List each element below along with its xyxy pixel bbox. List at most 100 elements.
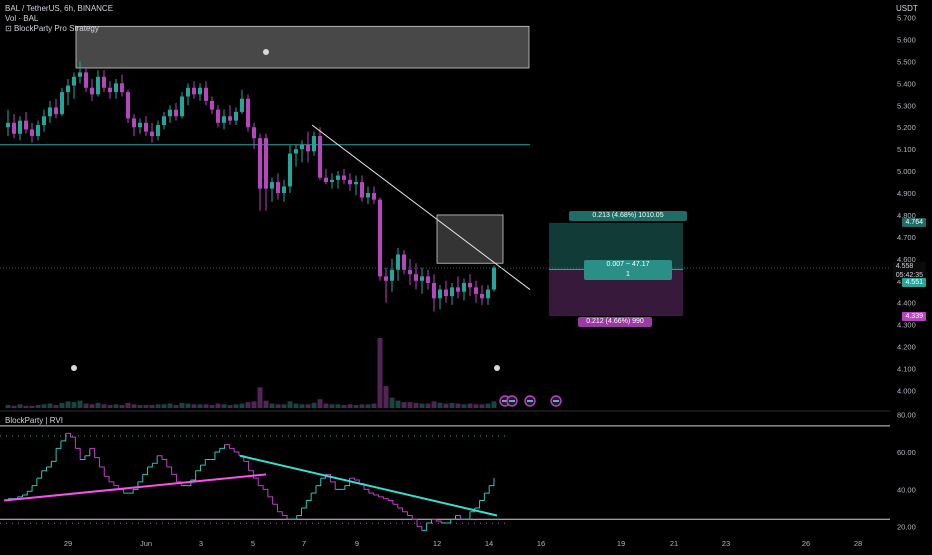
volume-bar <box>305 404 311 408</box>
candle-body <box>60 92 64 115</box>
time-tick-label: 12 <box>433 539 441 548</box>
rvi-segment <box>234 451 240 456</box>
candle-body <box>192 87 196 95</box>
rvi-segment <box>171 473 177 482</box>
candle-body <box>240 98 244 112</box>
symbol-legend[interactable]: BAL / TetherUS, 6h, BINANCE <box>5 4 114 13</box>
rvi-segment <box>340 485 346 490</box>
skull-marker-icon <box>263 49 269 55</box>
price-tick-label: 5.500 <box>897 57 916 66</box>
price-tick-label: 5.000 <box>897 167 916 176</box>
candle-body <box>294 149 298 154</box>
strategy-legend-label: BlockParty Pro Strategy <box>13 24 99 33</box>
volume-bar <box>77 400 83 408</box>
rvi-segment <box>36 470 43 479</box>
rvi-segment <box>311 485 317 494</box>
candle-body <box>54 107 58 115</box>
skull-marker-icon <box>71 365 77 371</box>
rvi-segment <box>60 433 67 442</box>
volume-bar <box>143 405 149 408</box>
rvi-segment <box>267 496 274 505</box>
rvi-segment <box>70 436 76 449</box>
candle-body <box>288 153 292 187</box>
candle-body <box>414 274 418 281</box>
candle-body <box>468 282 472 288</box>
time-tick-label: 19 <box>617 539 625 548</box>
volume-bar <box>257 387 263 408</box>
rvi-segment <box>51 448 57 462</box>
rvi-segment <box>128 489 134 494</box>
volume-bar <box>11 405 17 408</box>
price-tick-label: 4.000 <box>897 386 916 395</box>
rvi-legend[interactable]: BlockParty | RVI <box>5 416 63 425</box>
volume-bar <box>461 404 467 408</box>
rvi-segment <box>133 481 139 490</box>
price-tick-label: 4.900 <box>897 189 916 198</box>
candle-body <box>480 293 484 299</box>
volume-bar <box>167 403 173 408</box>
candle-body <box>312 136 316 152</box>
volume-bar <box>221 404 227 408</box>
candle-body <box>252 127 256 139</box>
volume-bar <box>353 405 359 408</box>
candle-body <box>390 269 394 281</box>
price-tick-label: 5.100 <box>897 145 916 154</box>
candle-body <box>18 120 22 134</box>
candle-body <box>474 287 478 294</box>
volume-bar <box>299 404 305 408</box>
price-tick-label: 5.600 <box>897 35 916 44</box>
rvi-segment <box>364 488 370 494</box>
rvi-segment <box>17 494 23 498</box>
target-price-tag: 4.764 <box>902 217 926 227</box>
markers-layer <box>71 49 562 407</box>
price-tick-label: 4.600 <box>897 255 916 264</box>
rvi-segment <box>56 440 62 449</box>
candle-body <box>114 83 118 93</box>
volume-bar <box>323 403 329 408</box>
rvi-segment <box>137 474 144 483</box>
time-tick-label: 26 <box>802 539 810 548</box>
candle-body <box>156 125 160 136</box>
time-tick-label: Jun <box>140 539 152 548</box>
candle-body <box>276 182 280 194</box>
candle-body <box>396 254 400 270</box>
candle-body <box>162 116 166 126</box>
volume-legend[interactable]: Vol · BAL <box>5 14 39 23</box>
rvi-segment <box>383 498 389 501</box>
candle-body <box>426 276 430 283</box>
candle-body <box>300 144 304 150</box>
volume-bar <box>209 405 215 408</box>
strategy-legend[interactable]: ⊡ BlockParty Pro Strategy <box>5 24 99 34</box>
rvi-segment <box>436 520 442 523</box>
rvi-segment <box>104 475 110 482</box>
zone-rect <box>436 214 504 264</box>
candle-body <box>132 118 136 128</box>
volume-bar <box>179 402 185 408</box>
rvi-segment <box>431 518 437 522</box>
trendline-layer <box>311 124 531 290</box>
volume-bar <box>383 385 389 408</box>
volume-bar <box>431 401 437 408</box>
stop-price-tag: 4.339 <box>902 312 926 322</box>
rvi-segment <box>306 493 312 502</box>
target-label: 0.213 (4.68%) 1010.05 <box>569 210 687 221</box>
volume-bar <box>245 402 251 408</box>
volume-bar <box>5 405 11 408</box>
rvi-segment <box>325 473 331 482</box>
volume-bar <box>419 403 425 408</box>
rvi-segment <box>89 447 96 458</box>
candle-body <box>360 182 364 198</box>
volume-bar <box>95 402 101 408</box>
volume-bar <box>275 404 281 408</box>
volume-bar <box>191 404 197 408</box>
volume-bar <box>137 405 143 408</box>
candle-body <box>222 116 226 123</box>
candle-body <box>180 96 184 117</box>
candle-body <box>12 122 16 134</box>
candle-body <box>354 182 358 185</box>
volume-bar <box>59 402 65 408</box>
time-axis[interactable]: 29 Jun 3 5 7 9 12 14 16 19 21 23 26 28 <box>64 539 862 548</box>
rvi-segment <box>368 492 375 495</box>
